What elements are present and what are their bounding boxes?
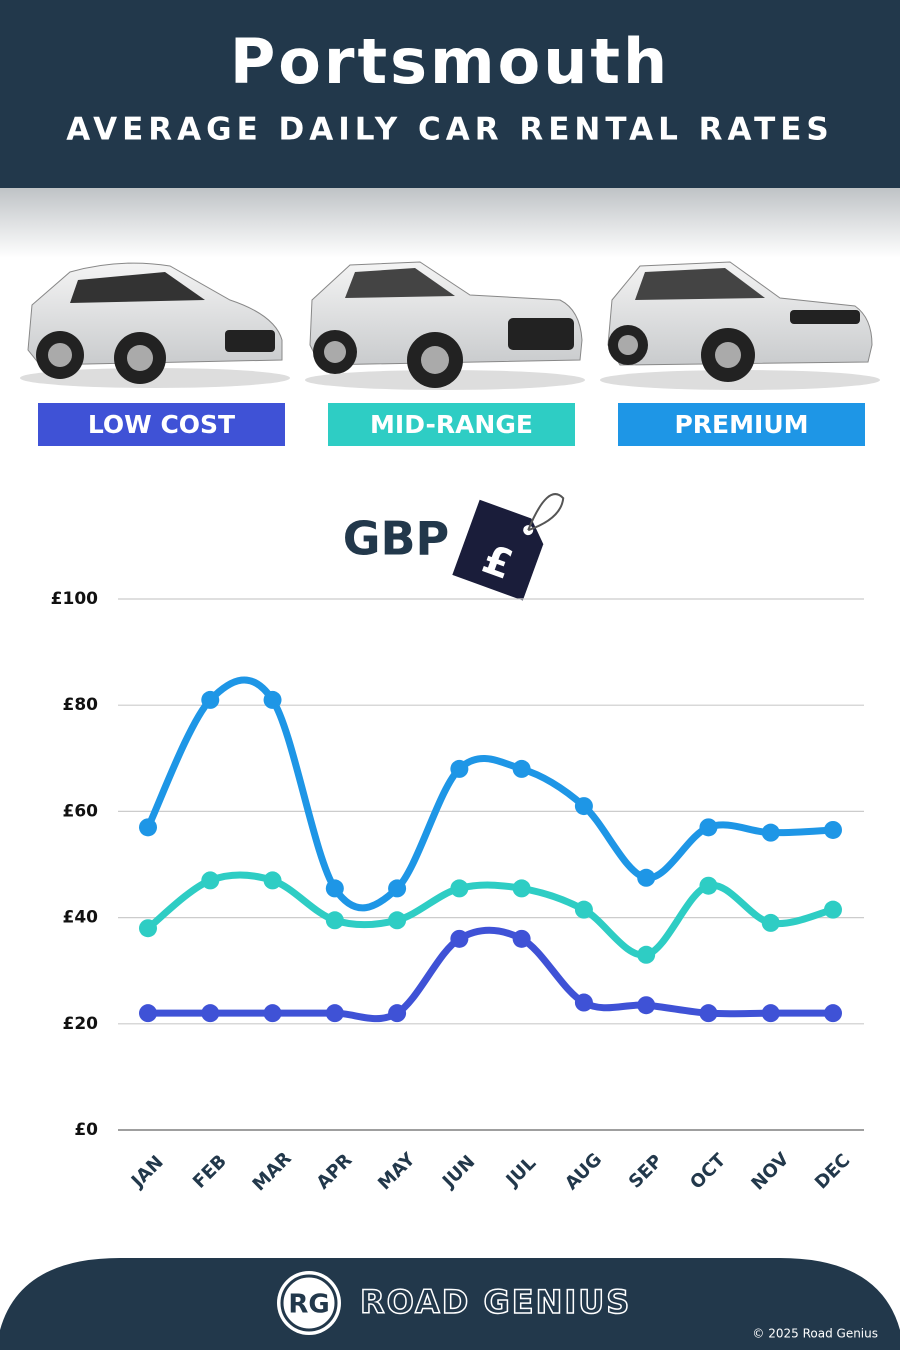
legend-box	[618, 403, 865, 446]
point	[388, 879, 407, 898]
x-tick-label: APR	[313, 1150, 357, 1194]
point	[699, 876, 718, 895]
y-tick-label: £80	[63, 695, 99, 715]
x-tick-label: AUG	[561, 1149, 606, 1194]
point	[325, 1004, 344, 1023]
point	[637, 868, 656, 887]
logo-circle	[277, 1271, 341, 1335]
y-tick-label: £0	[74, 1120, 98, 1140]
point	[512, 879, 531, 898]
point	[574, 797, 593, 816]
x-tick-label: JAN	[126, 1152, 168, 1194]
point	[761, 823, 780, 842]
legend-box	[328, 403, 575, 446]
point	[263, 690, 282, 709]
logo-text: RG	[288, 1290, 329, 1320]
point	[824, 820, 842, 839]
point	[824, 900, 842, 919]
x-tick-label: SEP	[625, 1151, 667, 1193]
car-low-cost	[20, 262, 290, 388]
point	[201, 1004, 220, 1023]
x-tick-label: JUL	[501, 1153, 540, 1192]
point	[637, 945, 656, 964]
series	[139, 926, 842, 1023]
y-tick-label: £40	[63, 908, 99, 928]
line	[144, 871, 837, 959]
point	[388, 1004, 407, 1023]
price-tag: £	[452, 493, 565, 601]
logo-ring	[280, 1274, 338, 1332]
x-tick-label: MAR	[249, 1148, 296, 1195]
series	[139, 871, 842, 964]
footer-band	[0, 1258, 900, 1350]
x-tick-label: NOV	[747, 1149, 793, 1195]
point	[325, 879, 344, 898]
point	[699, 818, 718, 837]
point	[574, 900, 593, 919]
x-tick-label: JUN	[437, 1151, 479, 1193]
subtitle: AVERAGE DAILY CAR RENTAL RATES	[66, 112, 834, 148]
car-mid-range	[305, 261, 585, 390]
y-tick-label: £100	[51, 589, 98, 609]
point	[574, 993, 593, 1012]
copyright: © 2025 Road Genius	[752, 1327, 878, 1341]
point	[263, 1004, 282, 1023]
point	[201, 690, 220, 709]
y-tick-label: £20	[63, 1014, 99, 1034]
currency-label: GBP	[343, 512, 450, 566]
legend-box	[38, 403, 285, 446]
point	[201, 871, 220, 890]
y-tick-label: £60	[63, 801, 99, 821]
point	[761, 913, 780, 932]
line	[144, 926, 837, 1023]
point	[263, 871, 282, 890]
point	[699, 1004, 718, 1023]
point	[450, 759, 469, 778]
header-shadow	[0, 188, 900, 258]
header-band	[0, 0, 900, 188]
point	[761, 1004, 780, 1023]
point	[450, 879, 469, 898]
legend-label: LOW COST	[88, 410, 235, 439]
point	[139, 919, 157, 938]
x-tick-label: FEB	[189, 1151, 231, 1193]
legend-label: MID-RANGE	[370, 410, 533, 439]
title: Portsmouth	[230, 25, 670, 98]
point	[824, 1004, 842, 1023]
point	[637, 996, 656, 1015]
x-tick-label: MAY	[374, 1148, 420, 1194]
car-premium	[600, 261, 880, 390]
point	[450, 929, 469, 948]
point	[325, 911, 344, 930]
brand-name: ROAD GENIUS	[360, 1283, 631, 1321]
series	[139, 676, 842, 912]
legend-label: PREMIUM	[674, 410, 808, 439]
point	[512, 929, 531, 948]
point	[512, 759, 531, 778]
point	[139, 1004, 157, 1023]
x-tick-label: DEC	[811, 1150, 854, 1193]
point	[139, 818, 157, 837]
point	[388, 911, 407, 930]
x-tick-label: OCT	[686, 1149, 730, 1193]
